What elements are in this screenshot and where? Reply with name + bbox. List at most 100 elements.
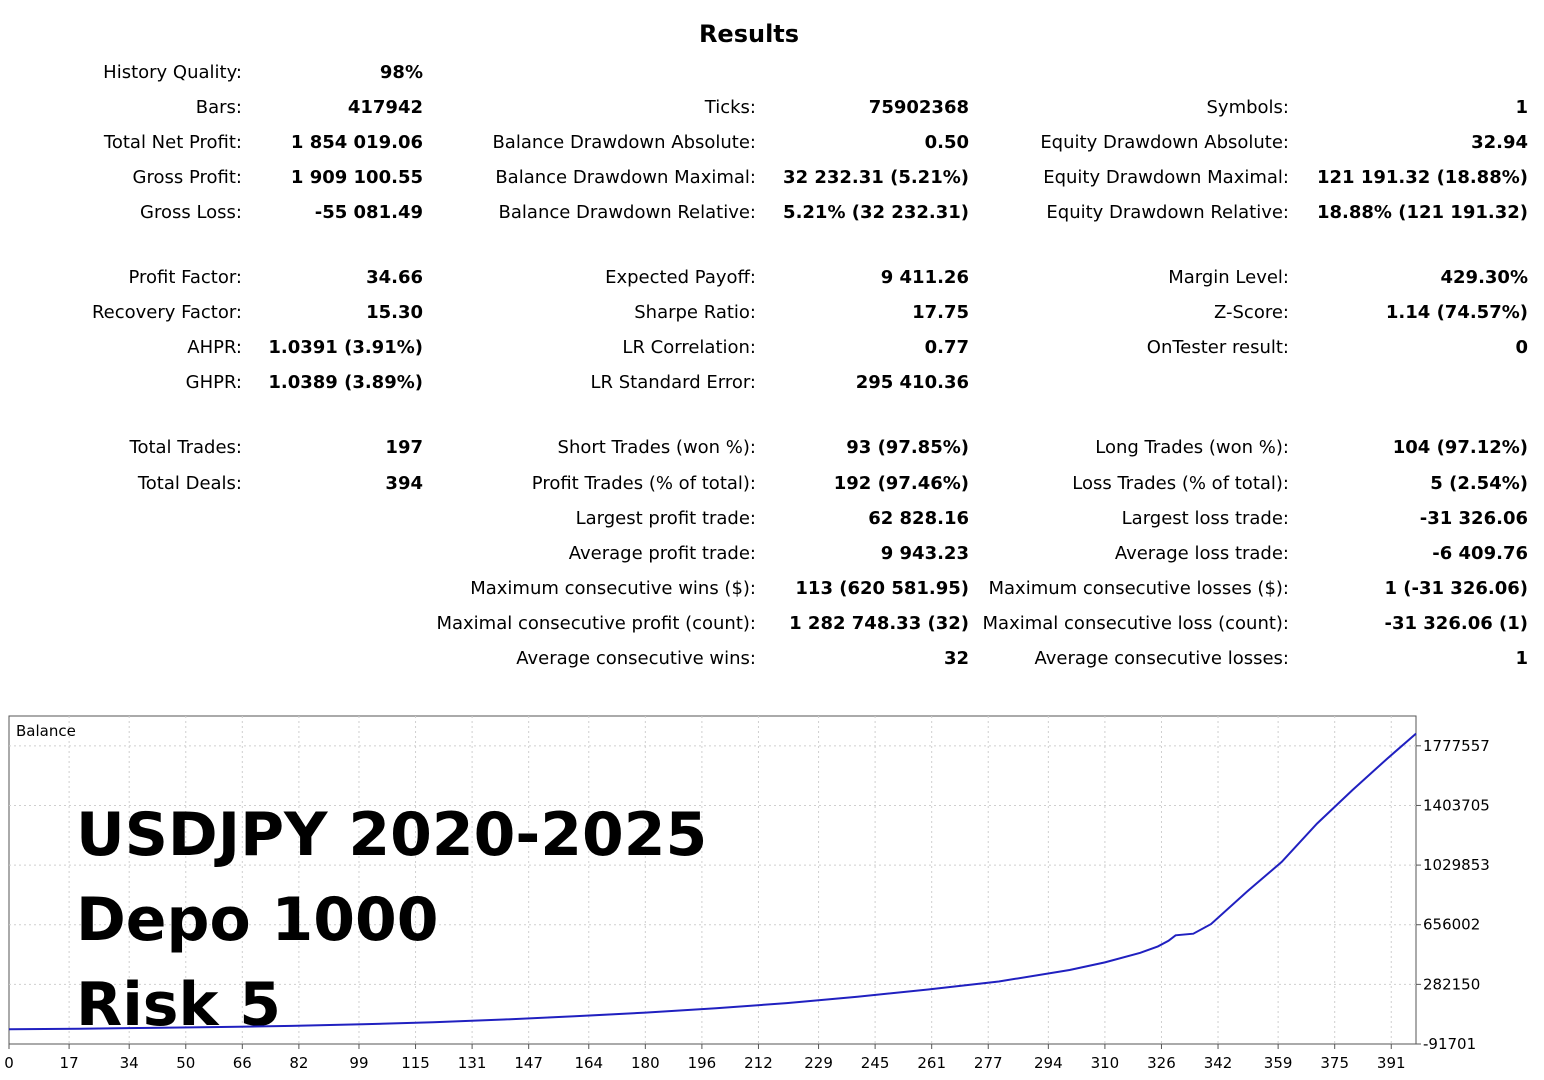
x-tick-label: 0 (4, 1054, 14, 1072)
stat-value: 15.30 (366, 302, 423, 323)
stat-value: 18.88% (121 191.32) (1317, 202, 1528, 223)
stat-label: Expected Payoff: (605, 267, 756, 288)
stat-value: 32 232.31 (5.21%) (783, 167, 969, 188)
stat-value: 394 (385, 473, 423, 494)
x-tick-label: 99 (349, 1054, 368, 1072)
x-tick-label: 261 (917, 1054, 946, 1072)
stat-label: Balance Drawdown Maximal: (495, 167, 756, 188)
x-tick-label: 50 (176, 1054, 195, 1072)
stat-label: LR Standard Error: (590, 372, 757, 393)
stat-value: 1.0389 (3.89%) (268, 372, 423, 393)
plot-frame (8, 715, 1417, 1045)
stat-value: -6 409.76 (1432, 543, 1528, 564)
stat-label: LR Correlation: (622, 337, 756, 358)
stat-label: History Quality: (103, 62, 242, 83)
stat-label: Z-Score: (1214, 302, 1289, 323)
stat-label: Gross Profit: (132, 167, 242, 188)
overlay-text-1: USDJPY 2020-2025 (76, 800, 707, 870)
stat-value: 93 (97.85%) (846, 437, 969, 458)
stat-value: -55 081.49 (314, 202, 423, 223)
stat-value: 429.30% (1440, 267, 1529, 288)
stat-label: Maximal consecutive profit (count): (436, 613, 756, 634)
stat-label: Maximal consecutive loss (count): (982, 613, 1289, 634)
stat-label: Largest loss trade: (1121, 508, 1289, 529)
stat-value: 9 943.23 (880, 543, 969, 564)
stat-label: Symbols: (1206, 97, 1290, 118)
chart-title: Balance (16, 722, 76, 740)
y-tick-label: 282150 (1423, 975, 1480, 993)
x-tick-label: 66 (233, 1054, 252, 1072)
y-tick-label: 1403705 (1423, 796, 1490, 814)
stat-value: 5 (2.54%) (1430, 473, 1528, 494)
x-tick-label: 229 (804, 1054, 833, 1072)
stat-value: 62 828.16 (868, 508, 969, 529)
stat-value: 1.0391 (3.91%) (268, 337, 423, 358)
stat-value: 98% (379, 62, 423, 83)
stat-value: 197 (385, 437, 423, 458)
stat-value: 121 191.32 (18.88%) (1317, 167, 1528, 188)
stat-label: Recovery Factor: (91, 302, 242, 323)
stat-label: Long Trades (won %): (1095, 437, 1289, 458)
stat-label: Maximum consecutive wins ($): (470, 578, 756, 599)
stat-value: 32 (943, 648, 969, 669)
x-tick-label: 391 (1377, 1054, 1406, 1072)
balance-chart: 0 17 34 50 66 82 99 115 131 147 164 180 196 212 229 245… (0, 700, 1544, 1080)
stat-label: Total Trades: (129, 437, 242, 458)
x-tick-label: 164 (574, 1054, 603, 1072)
stat-label: Margin Level: (1168, 267, 1289, 288)
stat-value: 1 909 100.55 (290, 167, 423, 188)
x-tick-label: 326 (1147, 1054, 1176, 1072)
stat-value: 75902368 (868, 97, 969, 118)
stat-label: Average profit trade: (568, 543, 756, 564)
stat-value: 104 (97.12%) (1392, 437, 1528, 458)
stat-label: Loss Trades (% of total): (1072, 473, 1289, 494)
x-tick-label: 196 (688, 1054, 717, 1072)
stat-value: 1 (-31 326.06) (1384, 578, 1529, 599)
stat-value: 32.94 (1471, 132, 1528, 153)
stat-value: 0.77 (924, 337, 969, 358)
stat-label: Profit Trades (% of total): (531, 473, 756, 494)
x-tick-label: 359 (1264, 1054, 1293, 1072)
x-tick-label: 147 (514, 1054, 543, 1072)
stat-value: 1 854 019.06 (290, 132, 423, 153)
stat-label: Equity Drawdown Absolute: (1040, 132, 1289, 153)
x-tick-label: 34 (120, 1054, 139, 1072)
stat-value: 17.75 (912, 302, 969, 323)
x-tick-label: 310 (1091, 1054, 1120, 1072)
balance-chart-svg: 0 17 34 50 66 82 99 115 131 147 164 180 196 212 229 245… (4, 715, 1490, 1072)
stat-value: 34.66 (366, 267, 423, 288)
stat-label: OnTester result: (1146, 337, 1289, 358)
x-tick-label: 342 (1204, 1054, 1233, 1072)
x-tick-label: 180 (631, 1054, 660, 1072)
stat-label: Short Trades (won %): (557, 437, 756, 458)
y-tick-label: 656002 (1423, 916, 1480, 934)
stat-label: Equity Drawdown Maximal: (1043, 167, 1289, 188)
stat-value: 113 (620 581.95) (795, 578, 969, 599)
stat-label: Profit Factor: (128, 267, 242, 288)
overlay-text-3: Risk 5 (76, 970, 281, 1040)
x-tick-label: 294 (1034, 1054, 1063, 1072)
stat-value: 5.21% (32 232.31) (783, 202, 969, 223)
stat-label: Average consecutive losses: (1034, 648, 1289, 669)
stat-value: 1.14 (74.57%) (1385, 302, 1528, 323)
results-title: Results (698, 20, 800, 48)
stat-value: 1 (1515, 648, 1528, 669)
stat-label: Maximum consecutive losses ($): (988, 578, 1290, 599)
x-tick-label: 375 (1320, 1054, 1349, 1072)
stat-label: AHPR: (187, 337, 242, 358)
stat-label: Gross Loss: (140, 202, 242, 223)
stat-label: Sharpe Ratio: (634, 302, 756, 323)
stat-value: -31 326.06 (1) (1384, 613, 1529, 634)
balance-line (8, 732, 1417, 1031)
overlay-text-2: Depo 1000 (76, 885, 439, 955)
stat-value: 9 411.26 (880, 267, 969, 288)
x-tick-label: 82 (289, 1054, 308, 1072)
x-tick-label: 277 (974, 1054, 1003, 1072)
y-tick-label: 1777557 (1423, 737, 1490, 755)
stat-label: GHPR: (185, 372, 242, 393)
stat-label: Balance Drawdown Absolute: (492, 132, 756, 153)
stat-label: Average loss trade: (1114, 543, 1289, 564)
x-tick-label: 17 (60, 1054, 79, 1072)
stat-label: Equity Drawdown Relative: (1046, 202, 1289, 223)
stat-value: 1 (1515, 97, 1528, 118)
